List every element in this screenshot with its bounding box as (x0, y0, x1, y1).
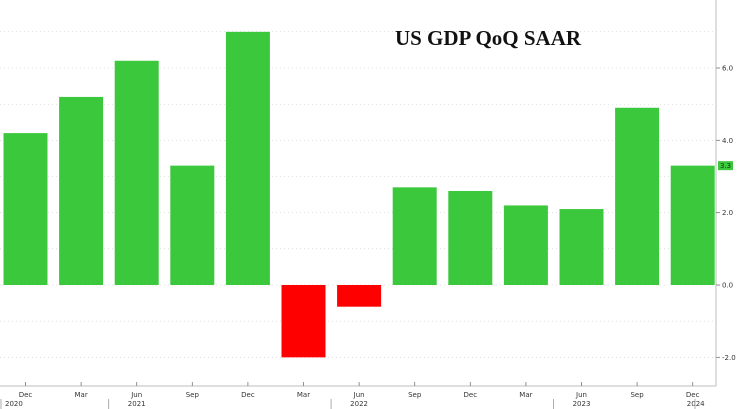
bar (448, 190, 493, 285)
bar (225, 31, 270, 286)
x-tick-label: Sep (408, 391, 422, 399)
x-tick-label: Mar (519, 391, 532, 399)
last-value-badge (718, 161, 733, 171)
y-axis-ticks: 6.0 4.0 2.0 0.0 -2.0 (716, 65, 736, 362)
bar (559, 209, 604, 285)
year-labels: 2020 2021 2022 2023 2024 (0, 399, 705, 409)
bars (3, 31, 715, 358)
bar (114, 60, 159, 286)
x-tick-label: Jun (575, 391, 587, 399)
bar (170, 165, 215, 285)
year-label: 2023 (573, 400, 591, 408)
x-tick-label: Dec (686, 391, 700, 399)
bar (59, 96, 104, 285)
x-tick-label: Dec (19, 391, 33, 399)
year-label: 2020 (5, 400, 23, 408)
last-value-marker: 3.3 (718, 161, 733, 171)
x-axis-ticks: Dec Mar Jun Sep Dec Mar Jun Sep Dec Mar Jun Sep Dec (19, 382, 700, 399)
year-label: 2022 (350, 400, 368, 408)
year-label: 2024 (687, 400, 705, 408)
y-tick-label: 6.0 (722, 65, 733, 73)
grid-lines (0, 31, 716, 358)
bar (337, 285, 382, 307)
bar (503, 205, 548, 285)
x-tick-label: Mar (74, 391, 87, 399)
x-tick-label: Sep (630, 391, 644, 399)
bar (392, 187, 437, 285)
y-tick-label: 2.0 (722, 209, 733, 217)
x-tick-label: Dec (464, 391, 478, 399)
x-tick-label: Jun (353, 391, 365, 399)
bar (281, 285, 326, 358)
y-tick-label: 4.0 (722, 137, 733, 145)
x-tick-label: Sep (186, 391, 200, 399)
y-tick-label: -2.0 (722, 354, 736, 362)
x-tick-label: Mar (297, 391, 310, 399)
x-tick-label: Dec (241, 391, 255, 399)
last-value-label: 3.3 (720, 162, 731, 170)
x-tick-label: Jun (130, 391, 142, 399)
year-label: 2021 (128, 400, 146, 408)
y-tick-label: 0.0 (722, 282, 733, 290)
bar (3, 133, 48, 285)
chart-title: US GDP QoQ SAAR (395, 26, 582, 50)
bar (670, 165, 715, 285)
bar (615, 107, 660, 286)
